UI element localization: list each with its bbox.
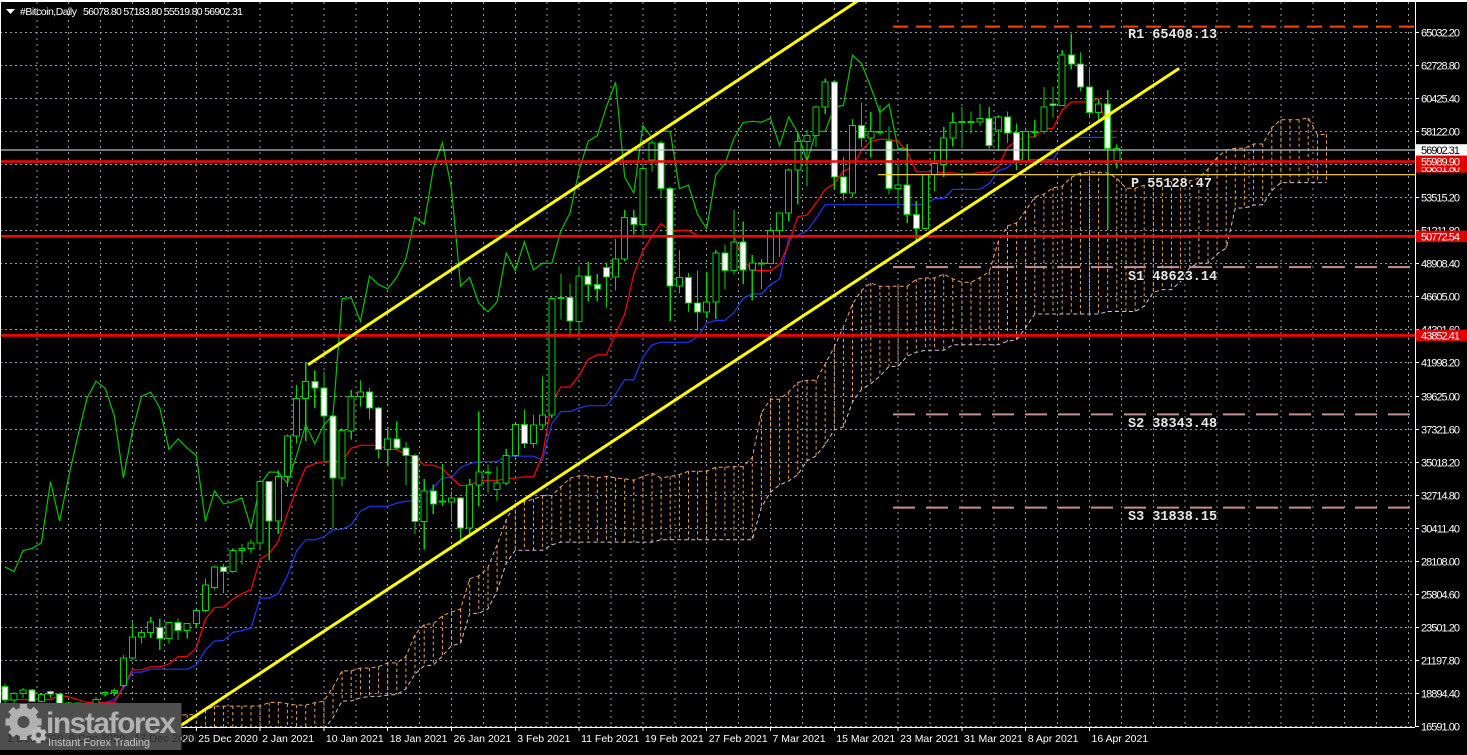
svg-text:S1 48623.14: S1 48623.14 xyxy=(1128,270,1217,285)
svg-text:19 Feb 2021: 19 Feb 2021 xyxy=(645,733,704,745)
svg-text:60425.40: 60425.40 xyxy=(1421,94,1460,106)
svg-text:37321.60: 37321.60 xyxy=(1421,425,1460,437)
svg-text:39625.00: 39625.00 xyxy=(1421,392,1460,404)
svg-text:35018.20: 35018.20 xyxy=(1421,458,1460,470)
svg-text:46605.00: 46605.00 xyxy=(1421,292,1460,304)
svg-text:53515.20: 53515.20 xyxy=(1421,193,1460,205)
svg-text:25 Dec 2020: 25 Dec 2020 xyxy=(198,733,258,745)
svg-text:Instant Forex Trading: Instant Forex Trading xyxy=(48,737,150,749)
svg-text:18894.40: 18894.40 xyxy=(1421,689,1460,701)
svg-text:S2 38343.48: S2 38343.48 xyxy=(1128,417,1217,432)
svg-text:55989.90: 55989.90 xyxy=(1421,157,1460,169)
svg-text:P 55128.47: P 55128.47 xyxy=(1131,177,1212,192)
svg-text:8 Apr 2021: 8 Apr 2021 xyxy=(1028,733,1079,745)
svg-text:17 Dec 2020: 17 Dec 2020 xyxy=(134,733,196,745)
svg-text:2 Jan 2021: 2 Jan 2021 xyxy=(262,733,314,745)
svg-text:56902.31: 56902.31 xyxy=(1421,145,1460,157)
svg-text:16 Apr 2021: 16 Apr 2021 xyxy=(1092,733,1149,745)
svg-text:10 Jan 2021: 10 Jan 2021 xyxy=(326,733,384,745)
svg-text:23501.20: 23501.20 xyxy=(1421,623,1460,635)
svg-text:18 Jan 2021: 18 Jan 2021 xyxy=(390,733,448,745)
svg-text:25804.60: 25804.60 xyxy=(1421,590,1460,602)
svg-text:R1 65408.13: R1 65408.13 xyxy=(1128,28,1217,43)
svg-text:7 Mar 2021: 7 Mar 2021 xyxy=(773,733,826,745)
svg-text:30411.40: 30411.40 xyxy=(1421,524,1460,536)
svg-text:58122.00: 58122.00 xyxy=(1421,127,1460,139)
svg-text:56078.80 57183.80 55519.80 569: 56078.80 57183.80 55519.80 56902.31 xyxy=(83,6,243,18)
svg-text:41998.20: 41998.20 xyxy=(1421,358,1460,370)
svg-text:28108.00: 28108.00 xyxy=(1421,557,1460,569)
svg-text:26 Jan 2021: 26 Jan 2021 xyxy=(454,733,512,745)
svg-text:3 Feb 2021: 3 Feb 2021 xyxy=(517,733,570,745)
svg-text:32714.80: 32714.80 xyxy=(1421,491,1460,503)
svg-text:21197.80: 21197.80 xyxy=(1421,656,1460,668)
svg-text:9 Dec 2020: 9 Dec 2020 xyxy=(69,733,125,745)
svg-text:11 Feb 2021: 11 Feb 2021 xyxy=(581,733,639,745)
svg-text:15 Mar 2021: 15 Mar 2021 xyxy=(836,733,895,745)
svg-text:S3 31838.15: S3 31838.15 xyxy=(1128,510,1217,525)
svg-text:27 Feb 2021: 27 Feb 2021 xyxy=(709,733,768,745)
svg-text:instaforex: instaforex xyxy=(46,707,176,740)
svg-text:#Bitcoin,Daily: #Bitcoin,Daily xyxy=(20,6,78,18)
svg-text:16591.00: 16591.00 xyxy=(1421,722,1460,734)
svg-text:62728.80: 62728.80 xyxy=(1421,61,1460,73)
svg-text:23 Mar 2021: 23 Mar 2021 xyxy=(900,733,959,745)
svg-text:48908.40: 48908.40 xyxy=(1421,259,1460,271)
svg-text:31 Mar 2021: 31 Mar 2021 xyxy=(964,733,1023,745)
svg-text:50772.54: 50772.54 xyxy=(1421,231,1460,243)
svg-text:55851.80: 55851.80 xyxy=(1421,163,1460,175)
svg-text:43852.41: 43852.41 xyxy=(1421,330,1460,342)
svg-text:65032.20: 65032.20 xyxy=(1421,28,1460,40)
